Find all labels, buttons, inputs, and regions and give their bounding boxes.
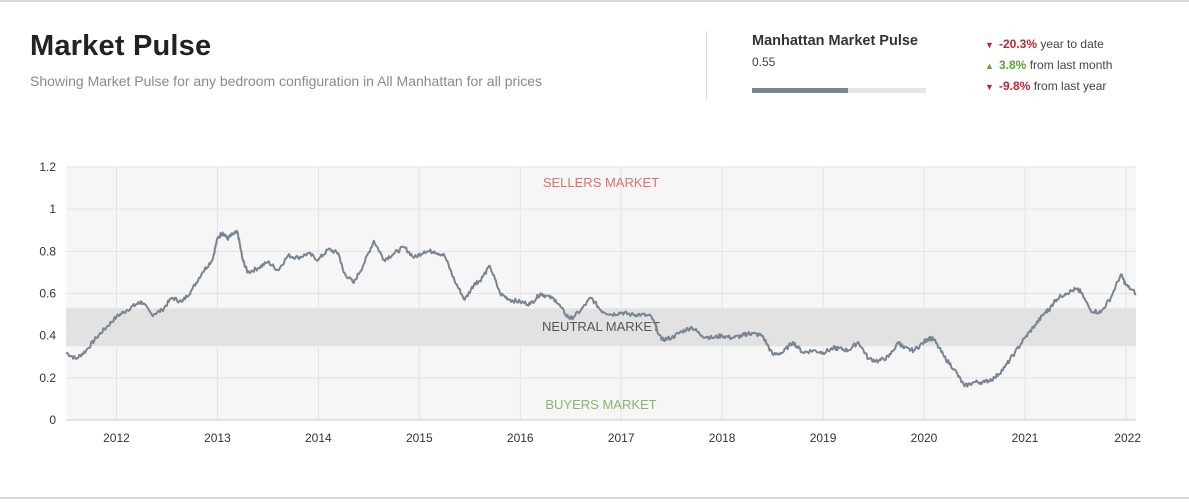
stat-year-to-date: ▼ -20.3% year to date (985, 36, 1112, 57)
triangle-up-icon: ▲ (985, 61, 994, 71)
stat-pct: -20.3% (999, 37, 1038, 51)
y-tick-label: 1 (49, 202, 56, 216)
x-tick-label: 2019 (810, 431, 837, 445)
triangle-down-icon: ▼ (985, 82, 994, 92)
neutral-band (66, 308, 1136, 347)
x-tick-label: 2014 (305, 431, 332, 445)
header-divider (706, 31, 707, 99)
summary-title: Manhattan Market Pulse (752, 33, 918, 49)
stat-pct: -9.8% (999, 79, 1031, 93)
x-tick-label: 2020 (911, 431, 938, 445)
sellers-market-label: SELLERS MARKET (543, 175, 659, 190)
x-tick-label: 2022 (1114, 431, 1141, 445)
stat-label: from last year (1033, 79, 1107, 93)
summary-level-fill (752, 88, 848, 93)
triangle-down-icon: ▼ (985, 40, 994, 50)
stat-from-last-year: ▼ -9.8% from last year (985, 78, 1112, 99)
x-tick-label: 2021 (1012, 431, 1039, 445)
y-tick-label: 0.4 (39, 329, 56, 343)
top-rule (0, 0, 1189, 2)
x-tick-label: 2016 (507, 431, 534, 445)
stat-label: from last month (1029, 58, 1113, 72)
market-pulse-chart: SELLERS MARKET NEUTRAL MARKET BUYERS MAR… (39, 160, 1141, 445)
x-tick-label: 2018 (709, 431, 736, 445)
y-tick-label: 0.8 (39, 244, 56, 258)
neutral-market-label: NEUTRAL MARKET (542, 319, 660, 334)
x-tick-label: 2013 (204, 431, 231, 445)
buyers-market-label: BUYERS MARKET (545, 397, 656, 412)
x-tick-label: 2015 (406, 431, 433, 445)
stat-from-last-month: ▲ 3.8% from last month (985, 57, 1112, 78)
y-tick-label: 0 (49, 413, 56, 427)
stat-pct: 3.8% (999, 58, 1027, 72)
series-line (65, 229, 1137, 388)
summary-value: 0.55 (752, 55, 776, 69)
y-axis-ticks: 0 0.2 0.4 0.6 0.8 1 1.2 (39, 160, 56, 427)
y-tick-label: 0.6 (39, 287, 56, 301)
summary-level-bar (752, 88, 926, 93)
page-title: Market Pulse (30, 30, 212, 62)
summary-stats: ▼ -20.3% year to date ▲ 3.8% from last mon… (985, 36, 1112, 99)
y-tick-label: 1.2 (39, 160, 56, 174)
x-tick-label: 2012 (103, 431, 130, 445)
stat-label: year to date (1040, 37, 1104, 51)
x-tick-label: 2017 (608, 431, 635, 445)
bottom-rule (0, 497, 1189, 499)
gridlines (66, 166, 1136, 420)
x-axis-ticks: 2012 2013 2014 2015 2016 2017 2018 2019 2020 2021… (103, 431, 1141, 445)
page-subtitle: Showing Market Pulse for any bedroom con… (30, 73, 543, 89)
y-tick-label: 0.2 (39, 371, 56, 385)
